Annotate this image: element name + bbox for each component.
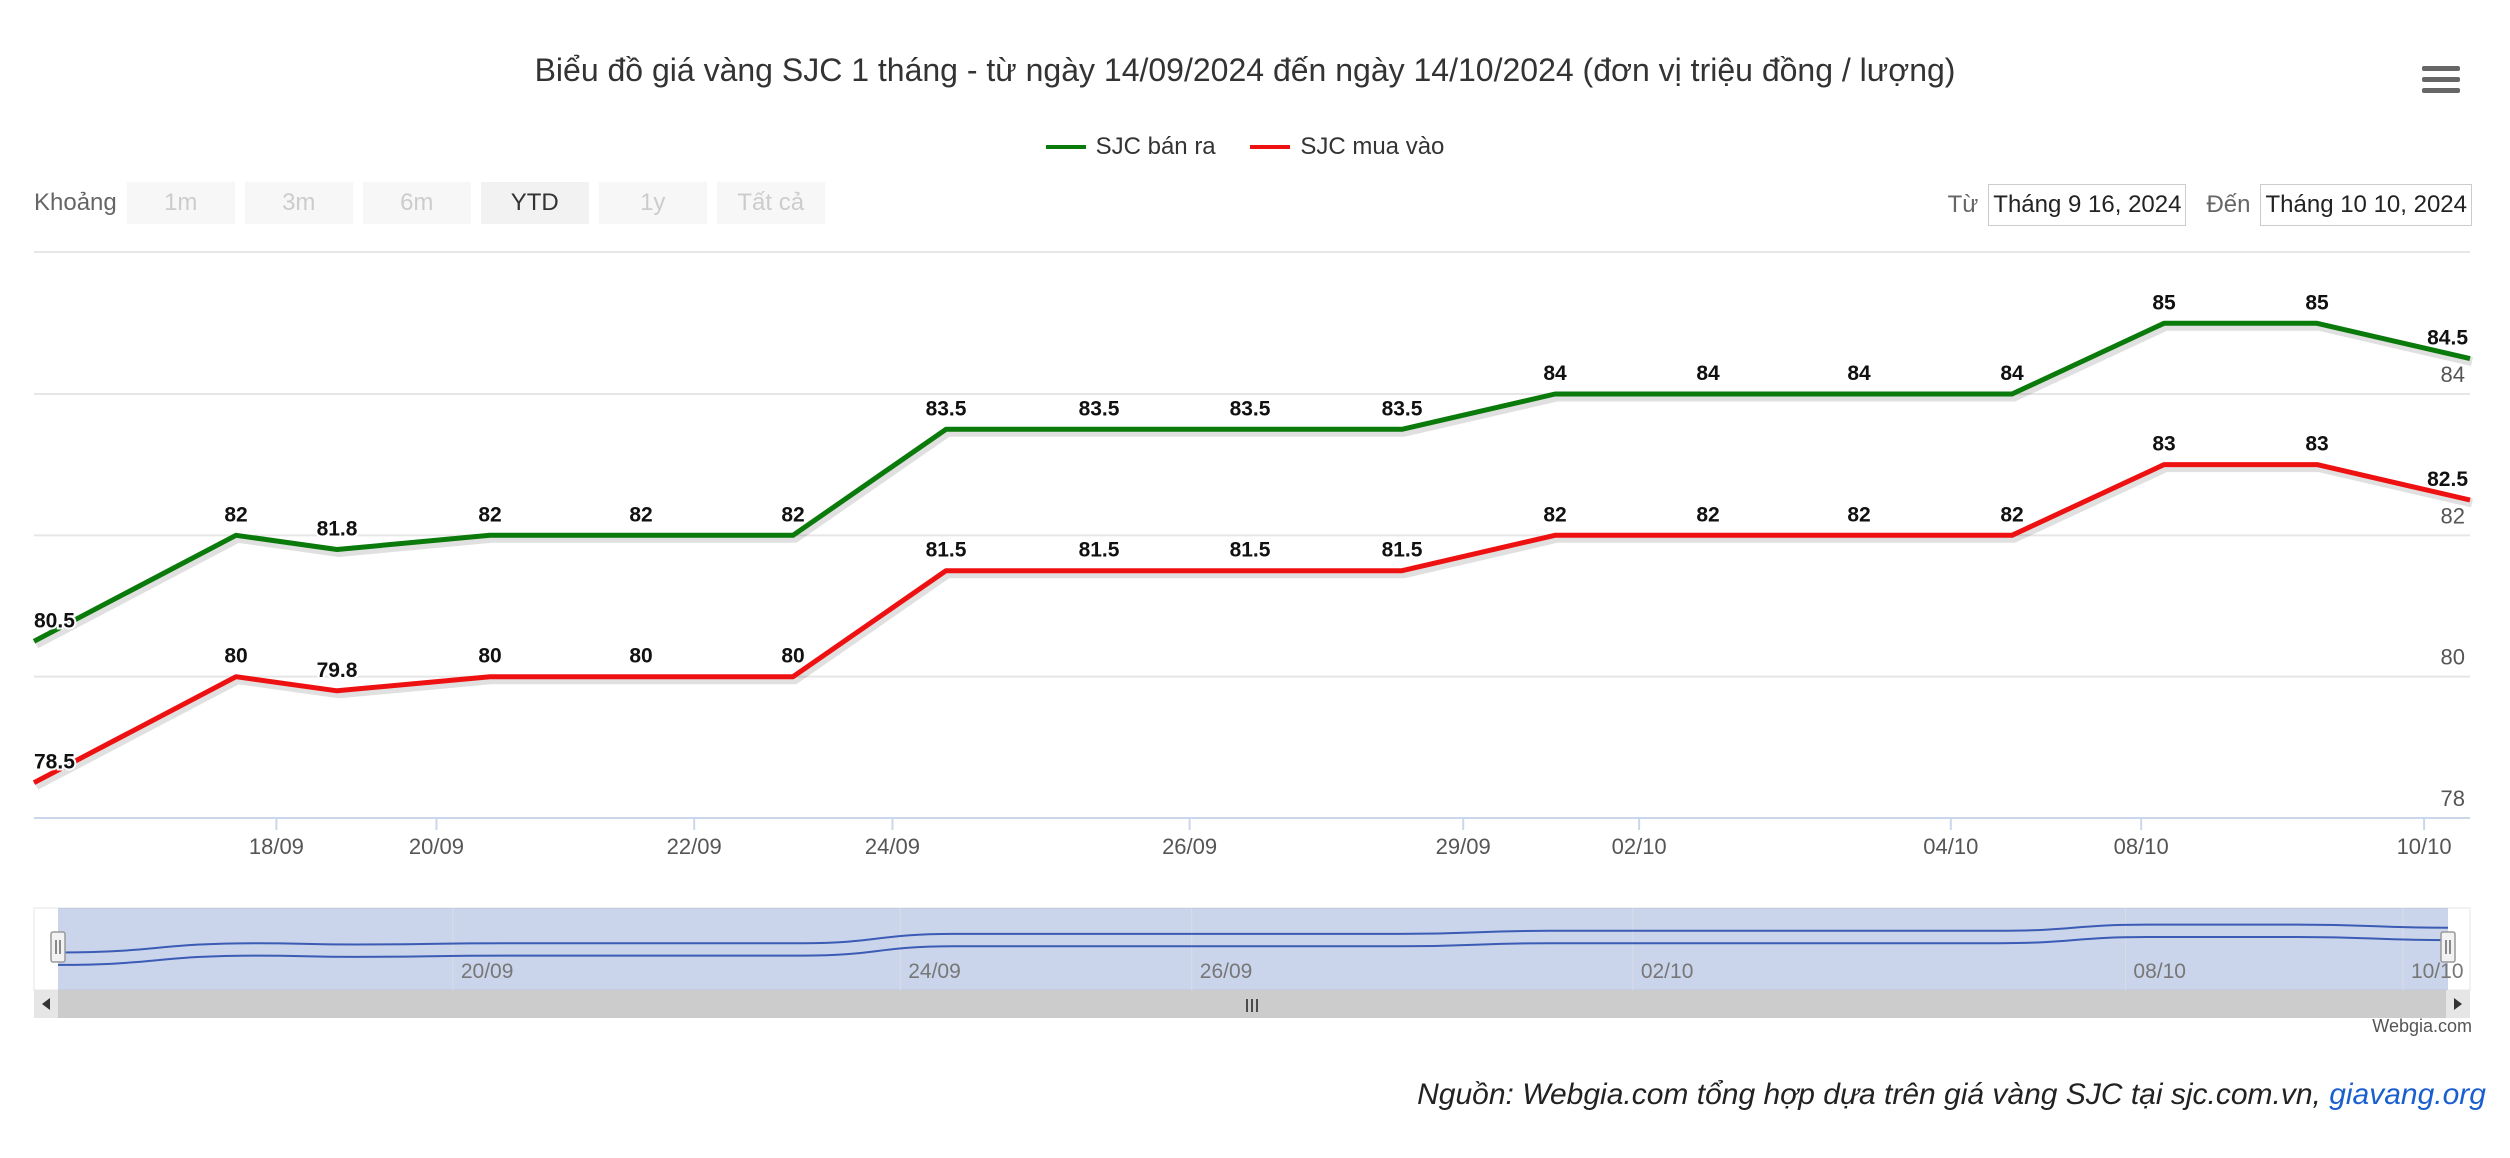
to-date-label: Đến	[2206, 191, 2251, 218]
data-label: 82	[478, 503, 501, 526]
range-button-all[interactable]: Tất cả	[716, 182, 825, 224]
legend-label-sell: SJC bán ra	[1095, 133, 1216, 160]
data-label: 81.5	[1230, 539, 1271, 562]
data-label: 81.5	[1079, 539, 1120, 562]
data-label: 79.8	[317, 659, 358, 682]
data-label: 82	[781, 503, 804, 526]
data-label: 82.5	[2427, 468, 2468, 491]
chart-title: Biểu đồ giá vàng SJC 1 tháng - từ ngày 1…	[534, 52, 1956, 88]
series-line-sell	[32, 320, 2471, 644]
range-button-ytd[interactable]: YTD	[480, 182, 589, 224]
data-label: 84.5	[2427, 327, 2468, 350]
from-date-input[interactable]: Tháng 9 16, 2024	[1988, 184, 2187, 226]
legend-label-buy: SJC mua vào	[1300, 133, 1445, 160]
navigator-tick-label: 10/10	[2411, 960, 2464, 983]
legend-item-sell[interactable]: SJC bán ra	[1045, 133, 1216, 161]
source-text: Nguồn: Webgia.com tổng hợp dựa trên giá …	[1417, 1078, 2330, 1111]
data-label: 81.8	[317, 517, 358, 540]
navigator-series-line	[57, 935, 2449, 966]
series-line-buy	[32, 462, 2471, 785]
data-label: 84	[2000, 362, 2024, 385]
x-tick-label: 26/09	[1162, 834, 1217, 859]
range-button-3m[interactable]: 3m	[244, 182, 353, 224]
data-label: 85	[2152, 291, 2176, 314]
range-button-1y[interactable]: 1y	[598, 182, 707, 224]
date-range-inputs: Từ Tháng 9 16, 2024 Đến Tháng 10 10, 202…	[1948, 184, 2472, 226]
x-tick-label: 04/10	[1923, 834, 1978, 859]
source-note: Nguồn: Webgia.com tổng hợp dựa trên giá …	[1417, 1078, 2486, 1112]
scroll-right-arrow-icon	[2454, 998, 2462, 1010]
credit-link[interactable]: Webgia.com	[2372, 1016, 2472, 1036]
data-label: 80	[224, 645, 247, 668]
x-tick-label: 08/10	[2114, 834, 2169, 859]
data-label: 78.5	[34, 751, 75, 774]
data-label: 83.5	[1079, 397, 1120, 420]
data-label: 81.5	[926, 539, 967, 562]
data-label: 83	[2152, 433, 2175, 456]
range-button-6m[interactable]: 6m	[362, 182, 471, 224]
scroll-left-arrow-icon	[42, 998, 50, 1010]
data-label: 83.5	[926, 397, 967, 420]
navigator-tick-label: 24/09	[908, 960, 961, 983]
navigator-tick-label: 26/09	[1200, 960, 1253, 983]
navigator-tick-label: 02/10	[1641, 960, 1694, 983]
data-label: 82	[1696, 503, 1719, 526]
data-label: 80	[478, 645, 501, 668]
hamburger-menu-icon[interactable]	[2422, 66, 2460, 96]
y-tick-label: 82	[2441, 503, 2465, 528]
navigator-handle-right[interactable]	[2440, 931, 2456, 963]
scrollbar-grip-icon: III	[1244, 996, 1259, 1016]
x-tick-label: 24/09	[865, 834, 920, 859]
navigator-handle-left[interactable]	[50, 931, 66, 963]
x-tick-label: 18/09	[249, 834, 304, 859]
y-tick-label: 84	[2441, 362, 2465, 387]
data-label: 84	[1543, 362, 1567, 385]
navigator-frame	[33, 907, 2471, 991]
chart-legend: SJC bán ra SJC mua vào	[0, 128, 2490, 161]
data-label: 84	[1847, 362, 1871, 385]
x-tick-label: 29/09	[1436, 834, 1491, 859]
data-label: 81.5	[1382, 539, 1423, 562]
series-shadow	[33, 463, 2474, 790]
data-label: 82	[629, 503, 652, 526]
to-date-input[interactable]: Tháng 10 10, 2024	[2260, 184, 2472, 226]
legend-swatch-sell	[1045, 145, 1086, 149]
data-label: 82	[2000, 503, 2023, 526]
navigator-tick-label: 08/10	[2133, 960, 2186, 983]
data-label: 85	[2305, 291, 2329, 314]
source-link[interactable]: giavang.org	[2329, 1078, 2486, 1111]
data-label: 80	[629, 645, 652, 668]
series-shadow	[33, 321, 2474, 649]
range-selector: Khoảng 1m 3m 6m YTD 1y Tất cả	[34, 182, 835, 224]
data-label: 82	[1847, 503, 1870, 526]
data-label: 84	[1696, 362, 1720, 385]
navigator-tick-label: 20/09	[461, 960, 514, 983]
data-label: 82	[1543, 503, 1566, 526]
navigator-selection	[58, 908, 2448, 990]
from-date-label: Từ	[1947, 191, 1979, 218]
data-label: 80	[781, 645, 804, 668]
y-tick-label: 78	[2441, 786, 2465, 811]
legend-item-buy[interactable]: SJC mua vào	[1250, 133, 1444, 161]
x-tick-label: 20/09	[409, 834, 464, 859]
legend-swatch-buy	[1250, 145, 1291, 149]
data-label: 83.5	[1382, 397, 1423, 420]
scrollbar-thumb[interactable]	[58, 990, 2448, 1018]
data-label: 80.5	[34, 609, 75, 632]
x-tick-label: 10/10	[2397, 834, 2452, 859]
y-tick-label: 80	[2441, 645, 2465, 670]
range-selector-label: Khoảng	[34, 189, 117, 216]
x-tick-label: 02/10	[1612, 834, 1667, 859]
data-label: 83	[2305, 433, 2328, 456]
data-label: 82	[224, 503, 247, 526]
data-label: 83.5	[1230, 397, 1271, 420]
x-tick-label: 22/09	[667, 834, 722, 859]
range-button-1m[interactable]: 1m	[126, 182, 235, 224]
navigator-series-line	[57, 923, 2449, 954]
